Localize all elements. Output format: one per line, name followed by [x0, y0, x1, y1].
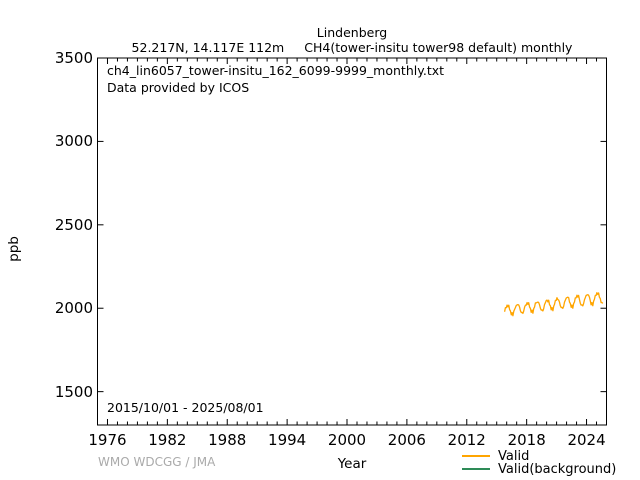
chart-legend: Valid Valid(background): [462, 448, 617, 477]
wdcgg-credit: WMO WDCGG / JMA: [98, 455, 216, 469]
date-range-annotation: 2015/10/01 - 2025/08/01: [107, 400, 264, 415]
y-tick-label: 2000: [54, 299, 93, 318]
dataset-description: CH4(tower-insitu tower98 default) monthl…: [304, 40, 573, 55]
x-tick-label: 2012: [447, 431, 486, 449]
x-tick-label: 1994: [268, 431, 307, 449]
x-tick-label: 2018: [507, 431, 546, 449]
legend-label-valid: Valid: [498, 448, 530, 464]
y-tick-label: 3000: [54, 132, 93, 151]
x-tick-label: 1982: [148, 431, 187, 449]
chart-title: Lindenberg: [316, 25, 388, 40]
legend-item-valid-background: Valid(background): [462, 461, 617, 477]
station-coordinates: 52.217N, 14.117E 112m: [131, 40, 285, 55]
dataset-annotation: ch4_lin6057_tower-insitu_162_6099-9999_m…: [107, 62, 444, 96]
valid-line-swatch: [462, 455, 490, 457]
x-tick-label: 2000: [327, 431, 367, 449]
y-tick-label: 1500: [54, 382, 93, 401]
y-tick-label: 2500: [54, 215, 93, 234]
x-tick-label: 2024: [567, 431, 606, 449]
y-axis-label: ppb: [6, 236, 22, 262]
legend-label-valid-background: Valid(background): [498, 461, 617, 477]
y-tick-label: 3500: [54, 49, 93, 67]
x-tick-label: 1976: [88, 431, 127, 449]
legend-item-valid: Valid: [462, 448, 616, 464]
x-tick-label: 1988: [208, 431, 247, 449]
valid-background-line-swatch: [462, 468, 490, 470]
data-provider-note: Data provided by ICOS: [107, 80, 250, 95]
chart-subtitle: 52.217N, 14.117E 112m CH4(tower-insitu t…: [97, 40, 607, 55]
x-axis-label: Year: [337, 456, 367, 472]
x-tick-label: 2006: [387, 431, 426, 449]
dataset-filename: ch4_lin6057_tower-insitu_162_6099-9999_m…: [107, 63, 445, 78]
